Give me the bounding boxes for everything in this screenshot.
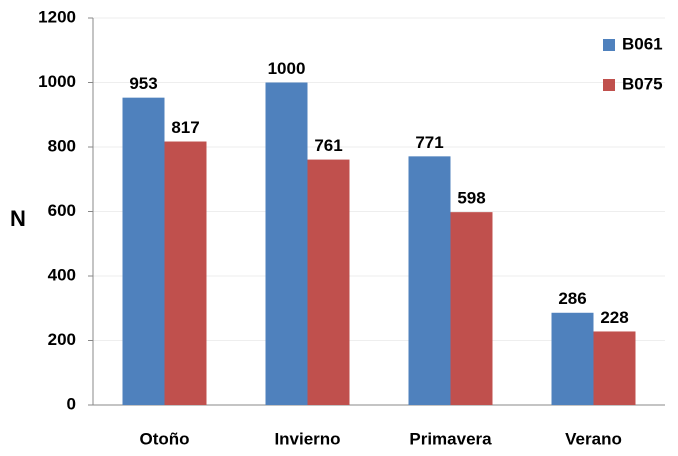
data-label: 286: [558, 289, 586, 308]
x-tick-label: Otoño: [139, 429, 189, 448]
bar: [164, 141, 207, 405]
legend-swatch: [603, 79, 615, 91]
y-tick-label: 1000: [38, 72, 76, 91]
data-label: 817: [171, 118, 199, 137]
bar: [551, 312, 594, 405]
bar: [408, 156, 451, 405]
y-axis-label: N: [10, 206, 26, 231]
legend-swatch: [603, 39, 615, 51]
data-label: 228: [600, 308, 628, 327]
bar: [593, 331, 636, 405]
data-label: 1000: [268, 59, 306, 78]
data-label: 761: [314, 136, 342, 155]
bar: [122, 97, 165, 405]
y-tick-label: 1200: [38, 7, 76, 26]
bar: [307, 159, 350, 405]
x-tick-label: Primavera: [409, 429, 492, 448]
y-tick-label: 600: [48, 201, 76, 220]
bar: [450, 212, 493, 405]
y-tick-label: 0: [67, 394, 76, 413]
x-tick-label: Invierno: [274, 429, 340, 448]
y-tick-label: 400: [48, 265, 76, 284]
y-tick-label: 200: [48, 330, 76, 349]
data-label: 598: [457, 189, 485, 208]
y-tick-label: 800: [48, 136, 76, 155]
legend-label: B075: [622, 74, 663, 93]
data-label: 771: [415, 133, 443, 152]
bar: [265, 82, 308, 405]
legend-label: B061: [622, 34, 663, 53]
x-tick-label: Verano: [565, 429, 622, 448]
data-label: 953: [129, 74, 157, 93]
